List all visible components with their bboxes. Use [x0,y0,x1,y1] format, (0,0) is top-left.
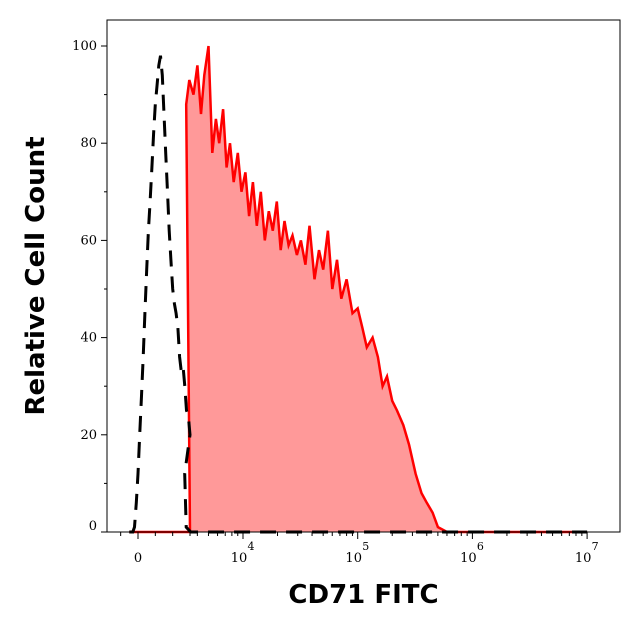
y-tick-label: 0 [89,519,97,534]
x-tick-label: 10 [231,551,248,566]
plot-area [129,45,588,534]
x-tick-exponent: 7 [592,540,599,553]
x-tick-label: 10 [345,551,362,566]
y-axis-ticks: 0 20 40 60 80 100 [72,39,107,534]
y-tick-label: 80 [80,136,97,151]
y-axis-title: Relative Cell Count [21,136,51,415]
y-tick-label: 40 [80,331,97,346]
x-axis-title: CD71 FITC [288,580,438,610]
x-tick-label: 10 [575,551,592,566]
x-tick-exponent: 5 [362,540,369,553]
x-tick-exponent: 4 [248,540,255,553]
x-tick-label: 10 [460,551,477,566]
y-tick-label: 60 [80,233,97,248]
x-tick-label: 0 [134,551,142,566]
cd71-stained-histogram-line [129,45,588,534]
x-tick-exponent: 6 [477,540,484,553]
unstained-control-histogram-line [129,55,588,534]
plot-frame [106,19,621,533]
y-tick-label: 20 [80,428,97,443]
cd71-stained-histogram-fill [129,46,588,532]
y-tick-label: 100 [72,39,97,54]
